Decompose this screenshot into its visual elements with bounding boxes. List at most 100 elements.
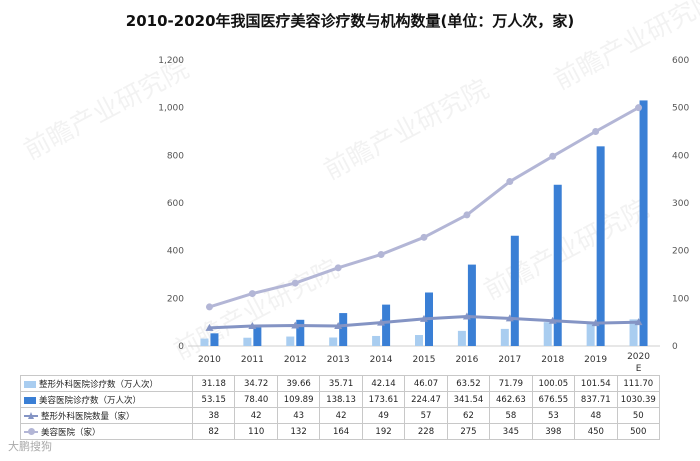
table-cell-value: 78.40 [234, 391, 278, 408]
circle-point-marker [291, 279, 299, 287]
circle-point-marker [635, 104, 643, 112]
table-cell-value: 53 [531, 407, 576, 424]
circle-point-marker [506, 178, 514, 186]
x-category-label: 2015 [413, 355, 436, 365]
right-axis-tick-label: 200 [672, 247, 689, 257]
left-axis-tick-label: 800 [167, 151, 184, 161]
circle-point-marker [420, 233, 428, 241]
bar-beauty-hospital-visits [596, 146, 605, 346]
watermark-text: 前瞻产业研究院 [169, 254, 344, 366]
bar-beauty-hospital-visits [339, 313, 348, 346]
chart-title: 2010-2020年我国医疗美容诊疗数与机构数量(单位：万人次，家) [125, 12, 575, 30]
left-axis-tick-label: 1,000 [158, 104, 184, 114]
table-cell-value: 462.63 [489, 391, 533, 408]
table-cell-value: 43 [276, 407, 321, 424]
table-cell-value: 42 [319, 407, 363, 424]
table-cell-value: 57 [404, 407, 448, 424]
left-axis-tick-label: 200 [167, 294, 184, 304]
left-axis-tick-label: 1,200 [158, 56, 184, 66]
data-table: 整形外科医院诊疗数（万人次） 31.18 34.72 39.66 35.71 42.14 4… [20, 375, 661, 440]
circle-point-marker [334, 264, 342, 272]
table-cell-value: 676.55 [531, 391, 576, 408]
bar-beauty-hospital-visits [210, 333, 219, 346]
table-cell-value: 71.79 [489, 375, 533, 392]
table-cell-value: 62 [446, 407, 491, 424]
table-cell-value: 138.13 [319, 391, 363, 408]
circle-point-marker [463, 211, 471, 219]
legend-swatch-triangle-line [24, 412, 38, 419]
watermark-text: 前瞻产业研究院 [319, 74, 494, 186]
legend-label: 整形外科医院诊疗数（万人次） [39, 379, 159, 390]
watermark-footer-logo: 大鹏搜狗 [8, 440, 52, 453]
bar-beauty-hospital-visits [639, 100, 648, 347]
triangle-point-marker [420, 314, 428, 322]
bar-beauty-hospital-visits [510, 235, 519, 346]
right-axis-tick-label: 100 [672, 294, 689, 304]
circle-point-marker [592, 128, 600, 135]
x-category-label: 2016 [455, 355, 478, 365]
watermark-text: 前瞻产业研究院 [549, 0, 700, 96]
table-cell-value: 837.71 [574, 391, 618, 408]
table-cell-value: 49 [361, 407, 406, 424]
right-axis-tick-label: 300 [672, 199, 689, 209]
right-axis-tick-label: 500 [672, 104, 689, 114]
legend-swatch-bar [24, 380, 36, 388]
table-cell-value: 192 [361, 423, 406, 440]
right-axis: 0 100 200 300 400 500 600 [672, 56, 689, 352]
right-axis-tick-label: 600 [672, 56, 689, 66]
bar-plastic-surgery-visits [457, 330, 466, 346]
legend-swatch-circle-line [24, 428, 38, 435]
bar-beauty-hospital-visits [382, 304, 391, 346]
table-cell-value: 275 [446, 423, 491, 440]
table-cell-value: 341.54 [446, 391, 491, 408]
legend-entry: 整形外科医院数量（家） [20, 407, 193, 424]
triangle-point-marker [462, 312, 471, 320]
circle-point-marker [205, 303, 213, 311]
bar-plastic-surgery-visits [286, 336, 295, 346]
triangle-point-marker [291, 321, 300, 329]
bar-plastic-surgery-visits [243, 337, 252, 346]
triangle-point-marker [505, 314, 514, 322]
triangle-point-marker [634, 318, 643, 326]
x-category-label: 2018 [541, 355, 564, 365]
x-category-label: 2020 [627, 352, 650, 362]
table-cell-value: 39.66 [276, 375, 321, 392]
x-axis-categories: 2010 2011 2012 2013 2014 2015 2016 2017 2018 2019… [198, 352, 650, 374]
circle-point-marker [377, 250, 385, 258]
table-row: 美容医院诊疗数（万人次） 53.15 78.40 109.89 138.13 173.61… [20, 391, 661, 408]
x-category-label: 2011 [241, 355, 264, 365]
bar-plastic-surgery-visits [500, 328, 509, 346]
table-cell-value: 164 [319, 423, 363, 440]
legend-entry: 美容医院（家） [20, 423, 193, 440]
watermark-text: 前瞻产业研究院 [479, 194, 654, 306]
triangle-point-marker [548, 316, 557, 324]
table-cell-value: 35.71 [319, 375, 363, 392]
table-cell-value: 42 [234, 407, 278, 424]
table-cell-value: 46.07 [404, 375, 448, 392]
x-category-label: 2012 [284, 355, 307, 365]
right-axis-tick-label: 0 [672, 342, 678, 352]
legend-swatch-bar [24, 396, 36, 404]
bar-beauty-hospital-visits [467, 264, 476, 346]
left-axis-tick-label: 0 [178, 342, 184, 352]
bar-beauty-hospital-visits [253, 327, 262, 346]
table-cell-value: 63.52 [446, 375, 491, 392]
table-cell-value: 53.15 [191, 391, 236, 408]
bar-plastic-surgery-visits [415, 335, 423, 346]
bar-beauty-hospital-visits [553, 184, 562, 346]
legend-entry: 美容医院诊疗数（万人次） [20, 391, 193, 408]
table-cell-value: 50 [616, 407, 661, 424]
table-cell-value: 48 [574, 407, 618, 424]
right-axis-tick-label: 400 [672, 151, 689, 161]
x-category-label: 2010 [198, 355, 221, 365]
table-cell-value: 31.18 [191, 375, 236, 392]
triangle-point-marker [591, 319, 600, 327]
table-cell-value: 111.70 [616, 375, 661, 392]
triangle-point-marker [248, 321, 257, 329]
circle-point-marker [248, 290, 256, 298]
legend-entry: 整形外科医院诊疗数（万人次） [20, 375, 193, 392]
table-cell-value: 110 [234, 423, 278, 440]
table-row: 美容医院（家） 82 110 132 164 192 228 275 345 398 450 500 [20, 423, 661, 440]
x-category-label: 2017 [498, 355, 521, 365]
